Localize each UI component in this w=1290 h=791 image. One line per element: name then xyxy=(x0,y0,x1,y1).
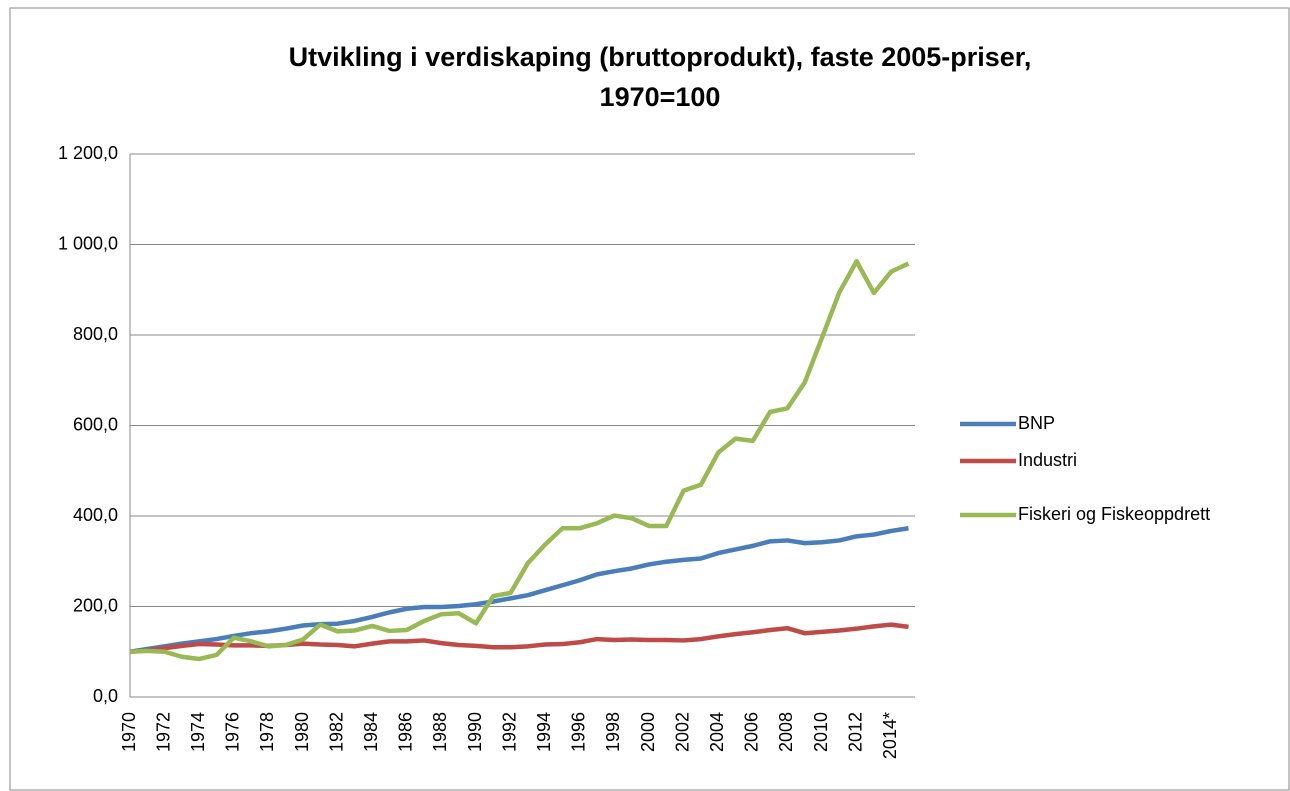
x-tick-label: 1974 xyxy=(188,712,208,752)
x-tick-label: 1994 xyxy=(534,712,554,752)
x-tick-label: 1972 xyxy=(153,712,173,752)
x-tick-label: 2002 xyxy=(672,712,692,752)
x-tick-label: 2014* xyxy=(880,712,900,759)
chart-title: Utvikling i verdiskaping (bruttoprodukt)… xyxy=(289,42,1032,72)
y-tick-label: 600,0 xyxy=(73,414,118,434)
y-tick-label: 800,0 xyxy=(73,324,118,344)
x-tick-label: 1988 xyxy=(430,712,450,752)
y-tick-label: 1 000,0 xyxy=(58,233,118,253)
y-tick-label: 1 200,0 xyxy=(58,143,118,163)
x-tick-label: 1986 xyxy=(396,712,416,752)
legend-label: BNP xyxy=(1018,413,1055,433)
x-tick-label: 1980 xyxy=(292,712,312,752)
series-line xyxy=(129,258,910,662)
y-tick-label: 0,0 xyxy=(93,686,118,706)
chart-title: 1970=100 xyxy=(600,82,721,112)
x-tick-label: 1978 xyxy=(257,712,277,752)
x-tick-label: 2006 xyxy=(742,712,762,752)
x-tick-label: 1976 xyxy=(223,712,243,752)
x-tick-label: 1998 xyxy=(603,712,623,752)
x-tick-label: 1990 xyxy=(465,712,485,752)
x-tick-label: 1982 xyxy=(326,712,346,752)
x-tick-label: 2012 xyxy=(845,712,865,752)
x-tick-label: 1984 xyxy=(361,712,381,752)
legend-label: Fiskeri og Fiskeoppdrett xyxy=(1018,504,1210,524)
x-tick-label: 1970 xyxy=(119,712,139,752)
chart-frame xyxy=(9,7,1290,791)
x-tick-label: 2008 xyxy=(776,712,796,752)
x-tick-label: 2000 xyxy=(638,712,658,752)
series-line xyxy=(129,525,909,654)
legend-label: Industri xyxy=(1018,450,1077,470)
x-tick-label: 2010 xyxy=(811,712,831,752)
x-tick-label: 1992 xyxy=(499,712,519,752)
y-tick-label: 200,0 xyxy=(73,595,118,615)
x-tick-label: 2004 xyxy=(707,712,727,752)
x-tick-label: 1996 xyxy=(569,712,589,752)
y-tick-label: 400,0 xyxy=(73,505,118,525)
